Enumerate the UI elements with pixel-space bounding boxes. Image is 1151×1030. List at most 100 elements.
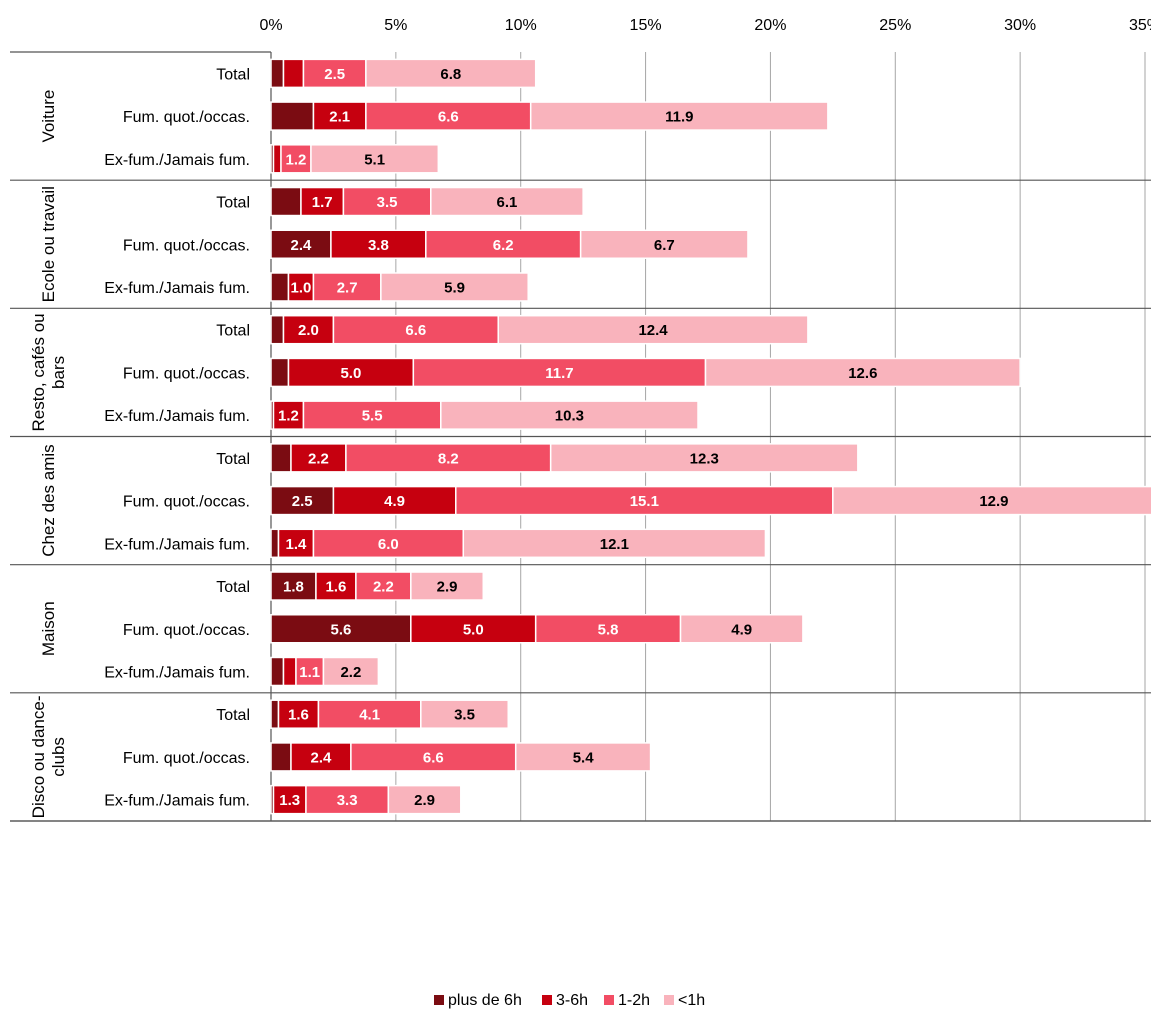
bar-value-label: 3.8 [368, 237, 389, 254]
row-label: Fum. quot./occas. [123, 109, 250, 126]
bar-segment [272, 400, 305, 430]
bar-segment [579, 229, 749, 259]
bar-value-label: 5.5 [362, 408, 383, 425]
bar-segment [380, 272, 529, 302]
bar-segment [312, 528, 465, 559]
group-label-line: Resto, cafés ou [29, 313, 48, 431]
row-label: Ex-fum./Jamais fum. [104, 664, 250, 681]
x-tick-label: 20% [754, 17, 786, 34]
bar-segment [514, 742, 652, 772]
bar-value-label: 5.6 [330, 621, 351, 638]
bar-segment [342, 186, 432, 217]
bar-value-label: 12.4 [638, 322, 668, 339]
x-tick-label: 35% [1129, 17, 1151, 34]
legend-label: 3-6h [556, 992, 588, 1009]
bar-segment [322, 656, 380, 687]
bar-value-label: 2.5 [324, 66, 345, 83]
bar-segment [270, 58, 285, 89]
bar-value-label: 5.0 [463, 621, 484, 638]
bar-segment [270, 314, 285, 345]
x-tick-label: 10% [505, 17, 537, 34]
bar-segment [430, 186, 584, 217]
bar-value-label: 6.6 [423, 749, 444, 766]
group-label: Voiture [39, 90, 58, 143]
bar-segment [365, 58, 537, 89]
bar-segment [270, 272, 290, 302]
group-label-line: clubs [49, 737, 68, 777]
bar-segment [410, 571, 485, 601]
bar-segment [310, 144, 440, 174]
bar-segment [270, 614, 412, 644]
bar-segment [832, 485, 1151, 516]
bar-segment [270, 101, 315, 131]
bar-value-label: 6.6 [405, 322, 426, 339]
bar-segment [270, 357, 290, 388]
bar-segment [425, 229, 582, 259]
bar-segment [270, 186, 302, 217]
bar-value-label: 6.1 [497, 194, 518, 211]
row-label: Fum. quot./occas. [123, 237, 250, 254]
bar-value-label: 5.0 [340, 365, 361, 382]
bar-segment [679, 614, 804, 644]
bar-value-label: 12.1 [600, 536, 629, 553]
bar-segment [704, 357, 1021, 388]
bar-value-label: 3.5 [454, 707, 475, 724]
bar-value-label: 5.4 [573, 749, 595, 766]
bar-segment [497, 314, 809, 345]
bar-value-label: 8.2 [438, 450, 459, 467]
bar-value-label: 2.2 [340, 664, 361, 681]
bar-value-label: 2.7 [337, 279, 358, 296]
bar-value-label: 10.3 [555, 408, 584, 425]
bar-segment [270, 485, 335, 516]
group-label: Chez des amis [39, 444, 58, 556]
bar-value-label: 2.5 [292, 493, 313, 510]
bar-value-label: 15.1 [630, 493, 659, 510]
bar-value-label: 1.6 [325, 579, 346, 596]
row-label: Fum. quot./occas. [123, 750, 250, 767]
bar-segment [287, 272, 315, 302]
bar-segment [312, 272, 382, 302]
bar-value-label: 4.9 [384, 493, 405, 510]
bar-segment [270, 742, 292, 772]
bar-segment [270, 656, 285, 687]
group-label: Maison [39, 601, 58, 656]
bar-value-label: 2.9 [414, 792, 435, 809]
bar-segment [549, 443, 859, 473]
x-tick-label: 5% [384, 17, 407, 34]
row-label: Ex-fum./Jamais fum. [104, 408, 250, 425]
row-label: Ex-fum./Jamais fum. [104, 152, 250, 169]
row-label: Total [216, 579, 250, 596]
bar-segment [277, 699, 320, 729]
bar-value-label: 6.2 [493, 237, 514, 254]
bar-segment [290, 742, 352, 772]
bar-segment [412, 357, 707, 388]
bar-value-label: 1.0 [291, 279, 312, 296]
bar-value-label: 3.3 [337, 792, 358, 809]
bar-segment [282, 656, 297, 687]
legend-label: plus de 6h [448, 992, 522, 1009]
bar-segment [302, 400, 442, 430]
row-label: Ex-fum./Jamais fum. [104, 280, 250, 297]
legend-swatch [664, 995, 674, 1005]
bar-segment [440, 400, 699, 430]
row-label: Fum. quot./occas. [123, 622, 250, 639]
bar-value-label: 2.1 [329, 109, 350, 126]
bar-value-label: 1.6 [288, 707, 309, 724]
group-label-line: Disco ou dance- [29, 695, 48, 818]
bar-segment [270, 443, 292, 473]
bar-value-label: 2.0 [298, 322, 319, 339]
bar-value-label: 12.9 [979, 493, 1008, 510]
legend-label: <1h [678, 992, 705, 1009]
bar-value-label: 12.6 [848, 365, 877, 382]
bar-segment [420, 699, 509, 729]
bar-value-label: 2.4 [291, 237, 313, 254]
bar-segment [302, 58, 367, 89]
row-label: Total [216, 707, 250, 724]
bar-segment [270, 699, 280, 729]
x-tick-label: 25% [879, 17, 911, 34]
bar-value-label: 1.3 [279, 792, 300, 809]
bar-value-label: 2.2 [308, 450, 329, 467]
bar-value-label: 4.9 [731, 621, 752, 638]
group-label: Ecole ou travail [39, 186, 58, 302]
bar-segment [365, 101, 532, 131]
